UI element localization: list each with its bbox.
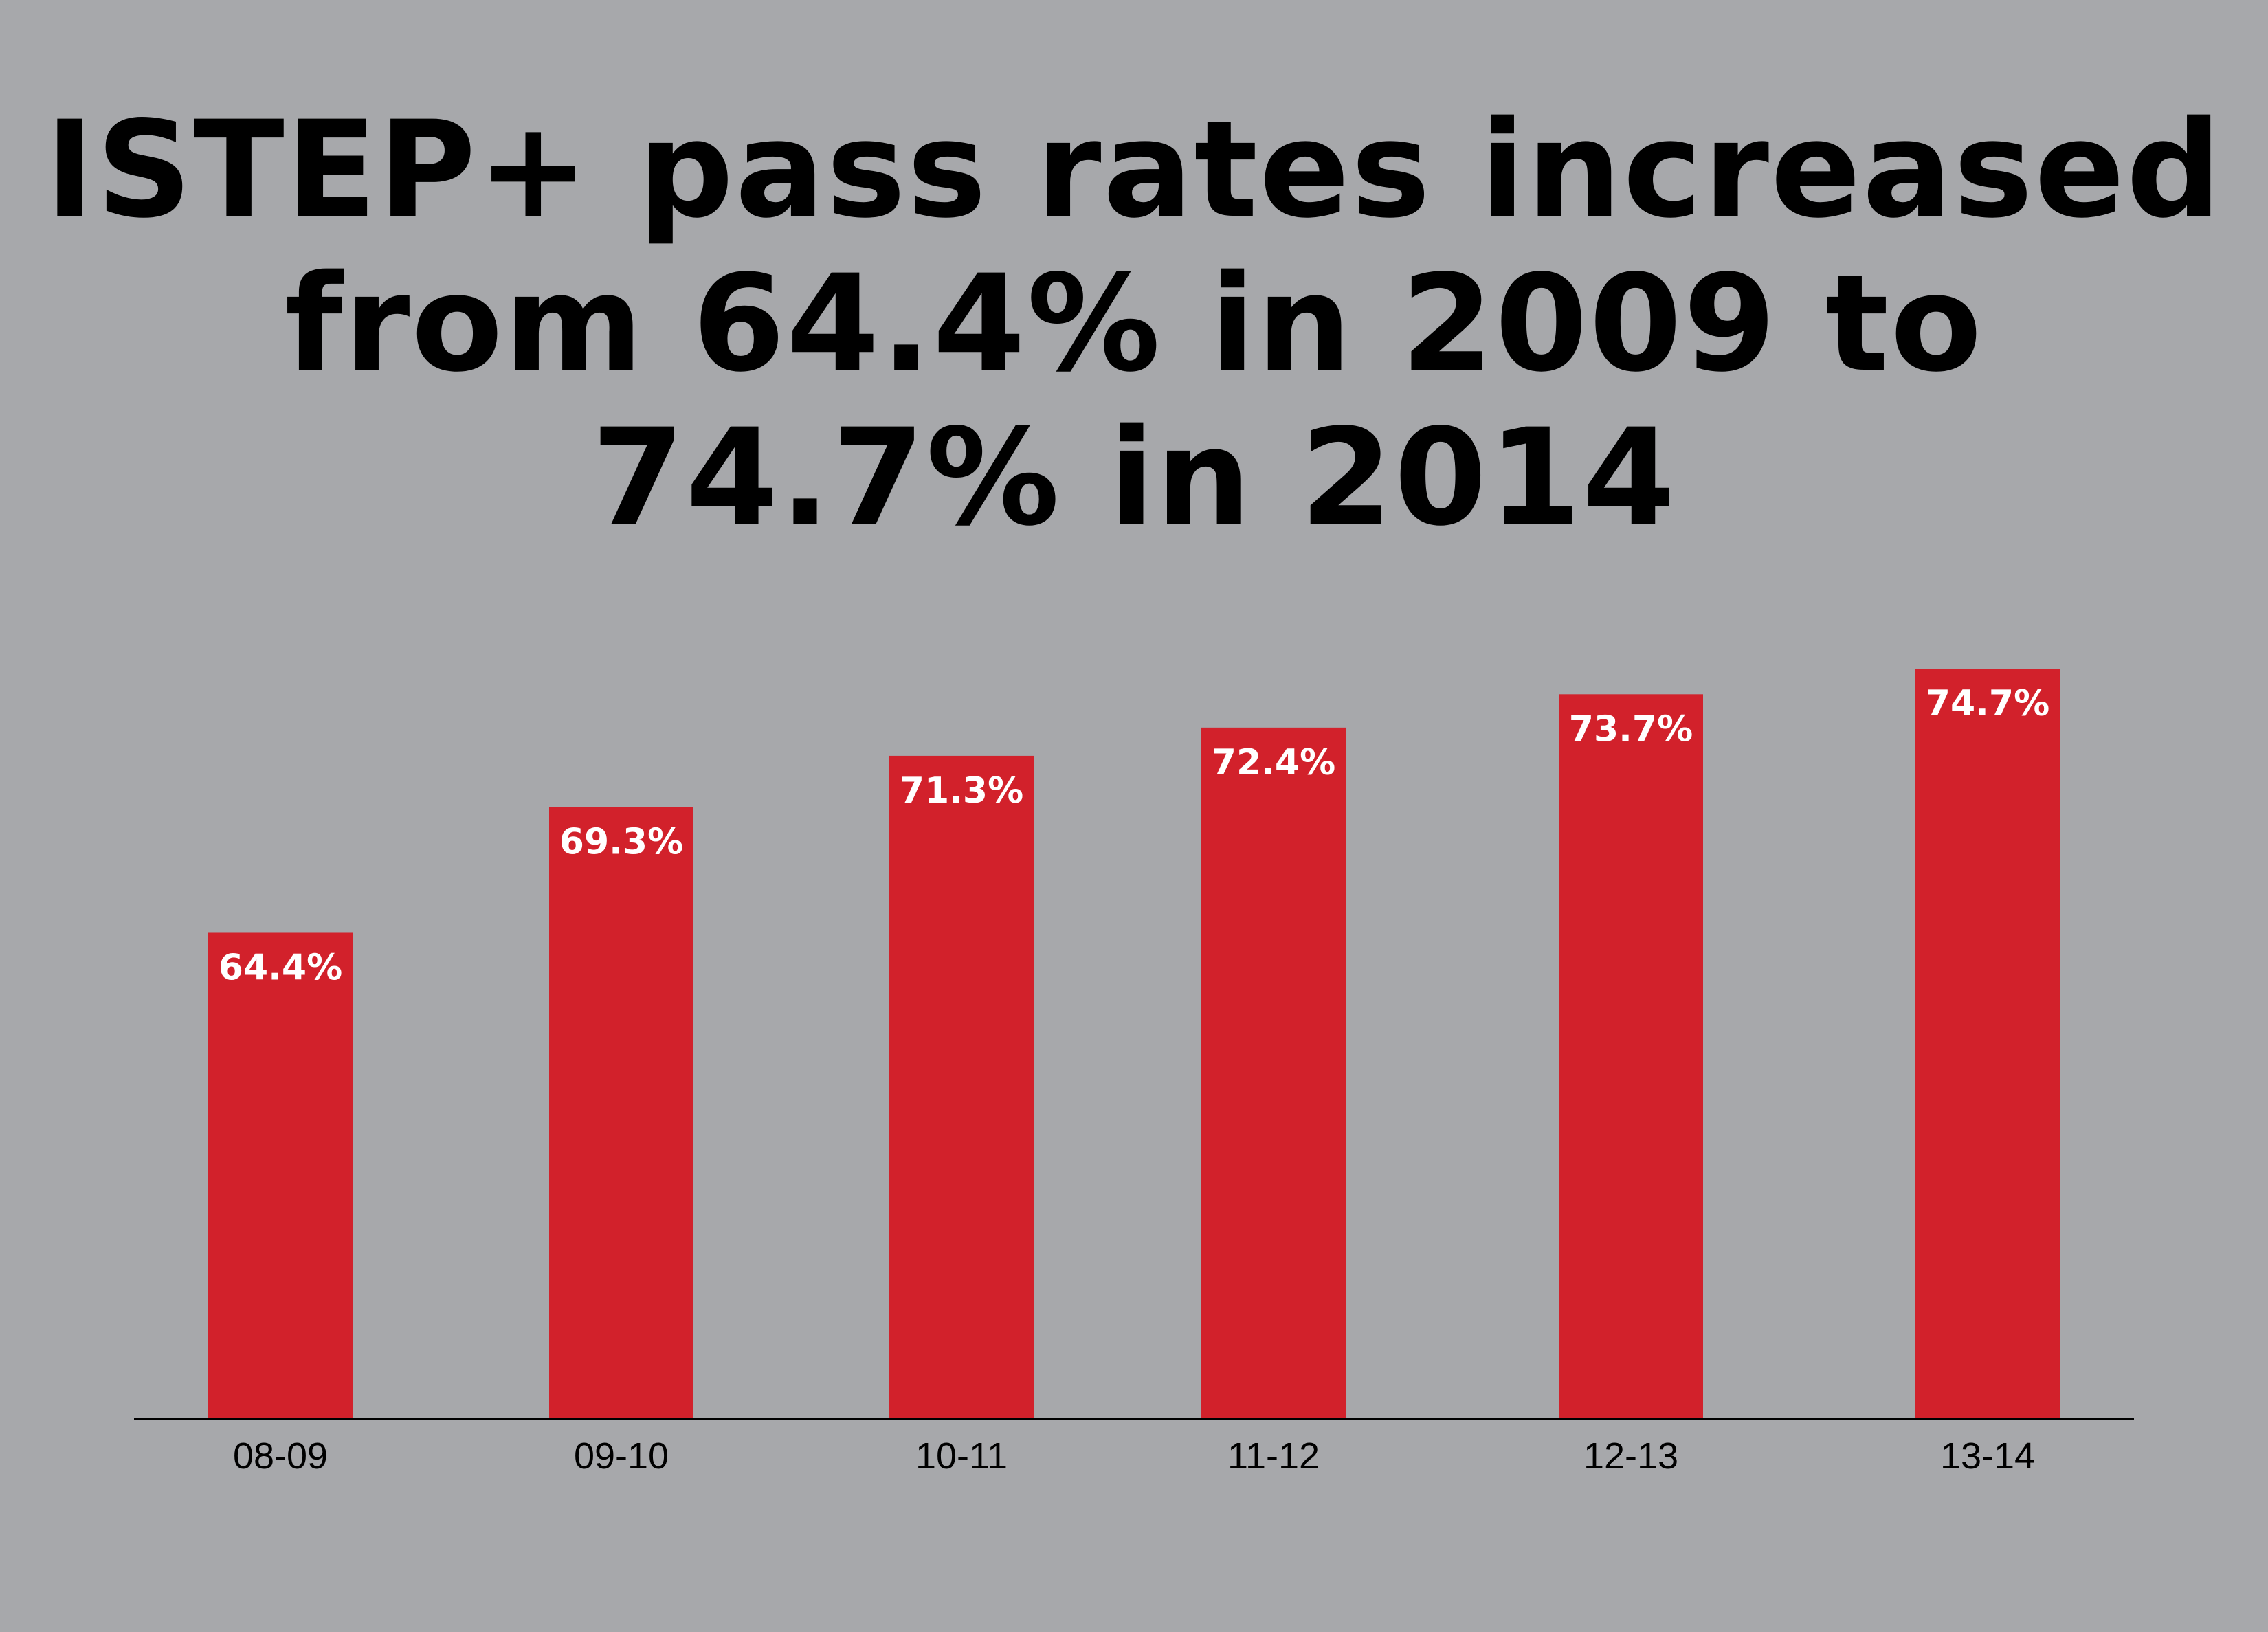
bar-value-label-13-14: 74.7% [1926,683,2049,724]
bar-value-label-12-13: 73.7% [1569,708,1693,750]
x-tick-label-09-10: 09-10 [574,1435,669,1477]
x-tick-label-13-14: 13-14 [1940,1435,2035,1477]
x-tick-label-12-13: 12-13 [1583,1435,1678,1477]
x-tick-label-10-11: 10-11 [915,1435,1008,1477]
chart-title-line-3: 74.7% in 2014 [591,400,1677,555]
bar-value-label-08-09: 64.4% [219,947,342,988]
x-tick-labels-group: 08-09 09-10 10-11 11-12 12-13 13-14 [233,1435,2035,1477]
chart-title-line-2: from 64.4% in 2009 to [285,246,1983,401]
chart-title: ISTEP+ pass rates increased from 64.4% i… [0,93,2268,555]
bar-13-14 [1915,669,2060,1418]
x-tick-label-11-12: 11-12 [1227,1435,1320,1477]
bar-08-09 [208,932,353,1418]
bar-value-label-11-12: 72.4% [1212,742,1335,783]
bar-10-11 [889,755,1034,1418]
bar-value-label-09-10: 69.3% [559,822,683,863]
bar-11-12 [1201,727,1346,1418]
chart-title-line-1: ISTEP+ pass rates increased [45,92,2223,247]
bar-value-label-10-11: 71.3% [900,770,1023,812]
x-tick-label-08-09: 08-09 [233,1435,328,1477]
bar-labels-group: 64.4% 69.3% 71.3% 72.4% 73.7% 74.7% [219,683,2049,988]
bars-group [208,669,2060,1418]
bar-09-10 [549,807,693,1418]
bar-12-13 [1559,694,1703,1418]
